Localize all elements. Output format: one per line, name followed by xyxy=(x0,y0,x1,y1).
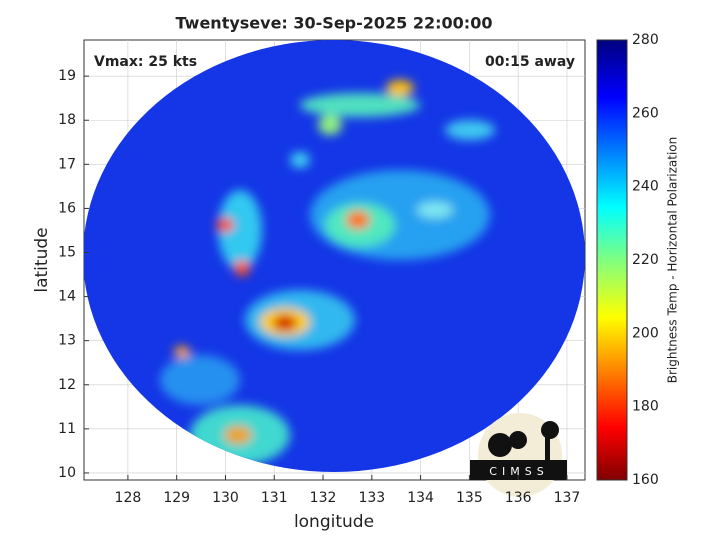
x-tick-label: 134 xyxy=(407,490,434,506)
x-axis-label: longitude xyxy=(294,512,374,532)
y-tick-label: 11 xyxy=(58,421,76,437)
x-tick-label: 136 xyxy=(505,490,532,506)
colorbar xyxy=(596,39,628,481)
x-tick-label: 129 xyxy=(163,490,190,506)
logo-text: CIMSS xyxy=(489,465,548,478)
y-tick-label: 13 xyxy=(58,333,76,349)
y-tick-label: 12 xyxy=(58,377,76,393)
x-tick-label: 137 xyxy=(554,490,581,506)
y-tick-label: 16 xyxy=(58,200,76,216)
y-tick-label: 14 xyxy=(58,289,76,305)
x-tick-label: 135 xyxy=(456,490,483,506)
x-tick-label: 128 xyxy=(115,490,142,506)
x-tick-label: 130 xyxy=(212,490,239,506)
swath-image xyxy=(84,40,585,472)
colorbar-label: Brightness Temp - Horizontal Polarizatio… xyxy=(666,137,680,384)
y-tick-label: 17 xyxy=(58,156,76,172)
y-tick-label: 19 xyxy=(58,68,76,84)
chart-title: Twentyseve: 30-Sep-2025 22:00:00 xyxy=(176,14,493,33)
y-axis-label: latitude xyxy=(32,227,52,292)
colorbar-tick-label: 260 xyxy=(632,105,659,121)
colorbar-tick-label: 240 xyxy=(632,179,659,195)
annotation: Vmax: 25 kts xyxy=(94,54,197,70)
y-tick-label: 15 xyxy=(58,245,76,261)
colorbar-tick-label: 180 xyxy=(632,399,659,415)
colorbar-tick-label: 200 xyxy=(632,325,659,341)
x-tick-label: 131 xyxy=(261,490,288,506)
colorbar-tick-label: 280 xyxy=(632,32,659,48)
x-tick-label: 133 xyxy=(358,490,385,506)
cimss-logo: CIMSS xyxy=(470,413,567,497)
colorbar-tick-label: 160 xyxy=(632,472,659,488)
y-tick-label: 10 xyxy=(58,465,76,481)
x-tick-label: 132 xyxy=(310,490,337,506)
colorbar-tick-label: 220 xyxy=(632,252,659,268)
annotation: 00:15 away xyxy=(485,54,575,70)
y-tick-label: 18 xyxy=(58,112,76,128)
